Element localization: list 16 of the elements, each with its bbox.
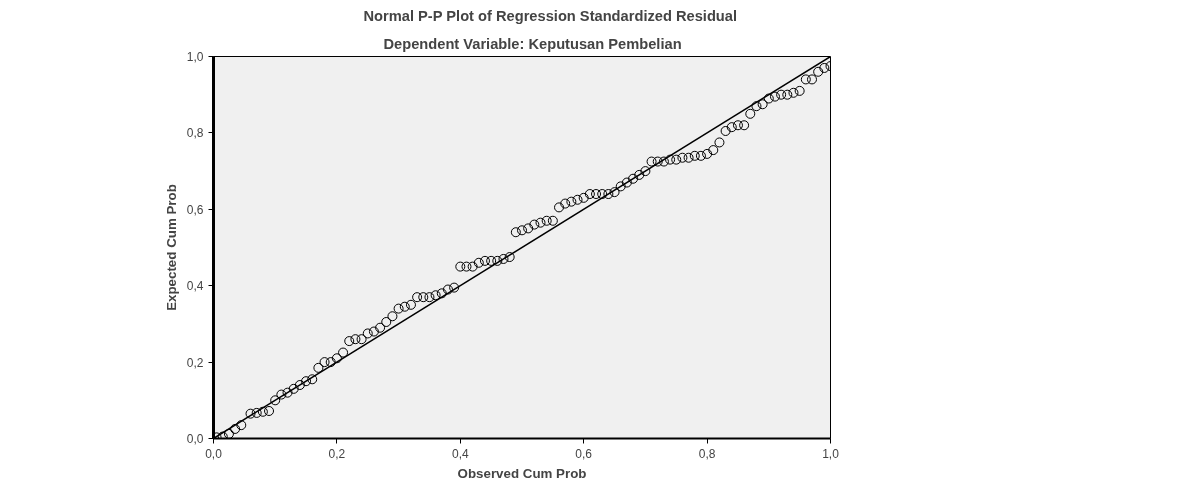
y-tick-label: 0,6 — [186, 202, 204, 217]
y-tick-label: 1,0 — [186, 50, 204, 64]
x-tick-label: 0,2 — [328, 446, 346, 461]
chart-title: Normal P-P Plot of Regression Standardized Residual — [363, 7, 738, 24]
y-axis-title: Expected Cum Prob — [163, 184, 179, 311]
y-tick-label: 0,2 — [186, 355, 204, 370]
x-tick-label: 1,0 — [822, 446, 840, 461]
x-axis-title: Observed Cum Prob — [457, 465, 587, 481]
y-tick-label: 0,4 — [186, 279, 204, 294]
x-tick-label: 0,8 — [698, 446, 716, 461]
x-tick-label: 0,0 — [205, 446, 223, 461]
x-tick-label: 0,6 — [575, 446, 593, 461]
chart-subtitle: Dependent Variable: Keputusan Pembelian — [383, 35, 682, 52]
y-tick-label: 0,0 — [186, 432, 204, 446]
x-tick-label: 0,4 — [451, 446, 469, 461]
y-tick-label: 0,8 — [186, 126, 204, 141]
